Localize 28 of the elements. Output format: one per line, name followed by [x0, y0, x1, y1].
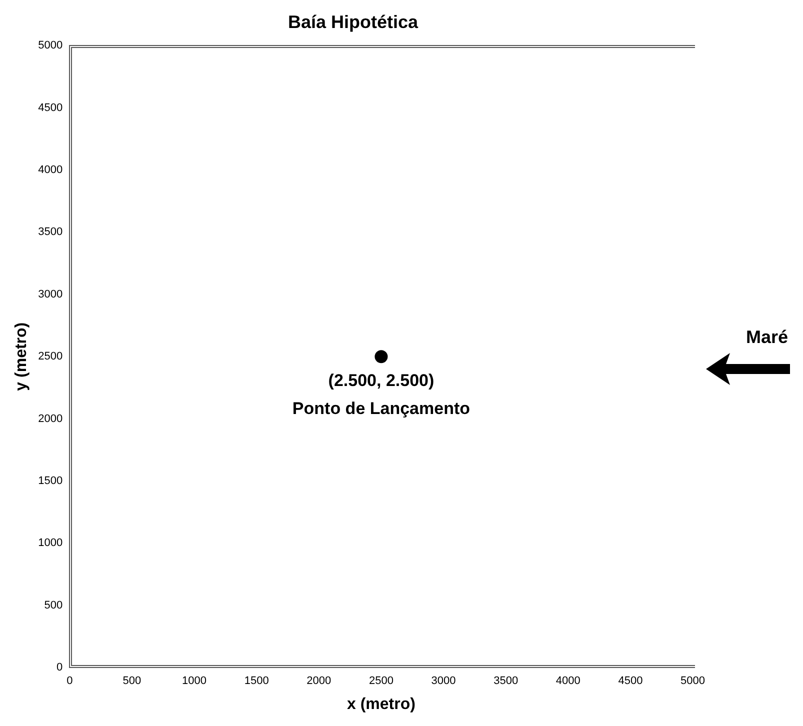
- y-tick-label: 1000: [38, 537, 63, 550]
- x-tick-label: 0: [66, 675, 73, 688]
- y-tick-label: 3500: [38, 226, 63, 238]
- x-tick-label: 4000: [556, 675, 580, 688]
- y-tick-label: 500: [44, 599, 63, 612]
- x-tick-label: 2000: [306, 675, 332, 688]
- y-tick-label: 5000: [38, 40, 63, 52]
- chart-title: Baía Hipotética: [288, 12, 419, 32]
- y-tick-label: 2500: [38, 350, 63, 363]
- x-tick-label: 1000: [182, 675, 207, 688]
- x-tick-label: 3500: [494, 675, 518, 688]
- y-tick-label: 2000: [38, 412, 63, 425]
- text: Maré: [746, 326, 788, 348]
- x-tick-label: 1500: [244, 675, 269, 688]
- y-tick-label: 4500: [38, 102, 63, 114]
- y-axis-title: y (metro): [13, 322, 30, 391]
- x-tick-label: 500: [122, 675, 142, 688]
- x-tick-label: 2500: [368, 675, 394, 688]
- y-tick-label: 3000: [38, 288, 63, 300]
- y-tick-label: 0: [56, 662, 63, 674]
- y-tick-label: 4000: [38, 164, 63, 176]
- x-tick-label: 3000: [431, 675, 456, 688]
- annotation: (2.500, 2.500): [328, 370, 434, 390]
- x-tick-label: 5000: [680, 675, 706, 688]
- x-tick-label: 4500: [618, 675, 643, 688]
- x-axis-title: x (metro): [346, 696, 416, 713]
- annotation: Ponto de Lançamento: [292, 398, 470, 418]
- y-tick-label: 1500: [38, 475, 63, 488]
